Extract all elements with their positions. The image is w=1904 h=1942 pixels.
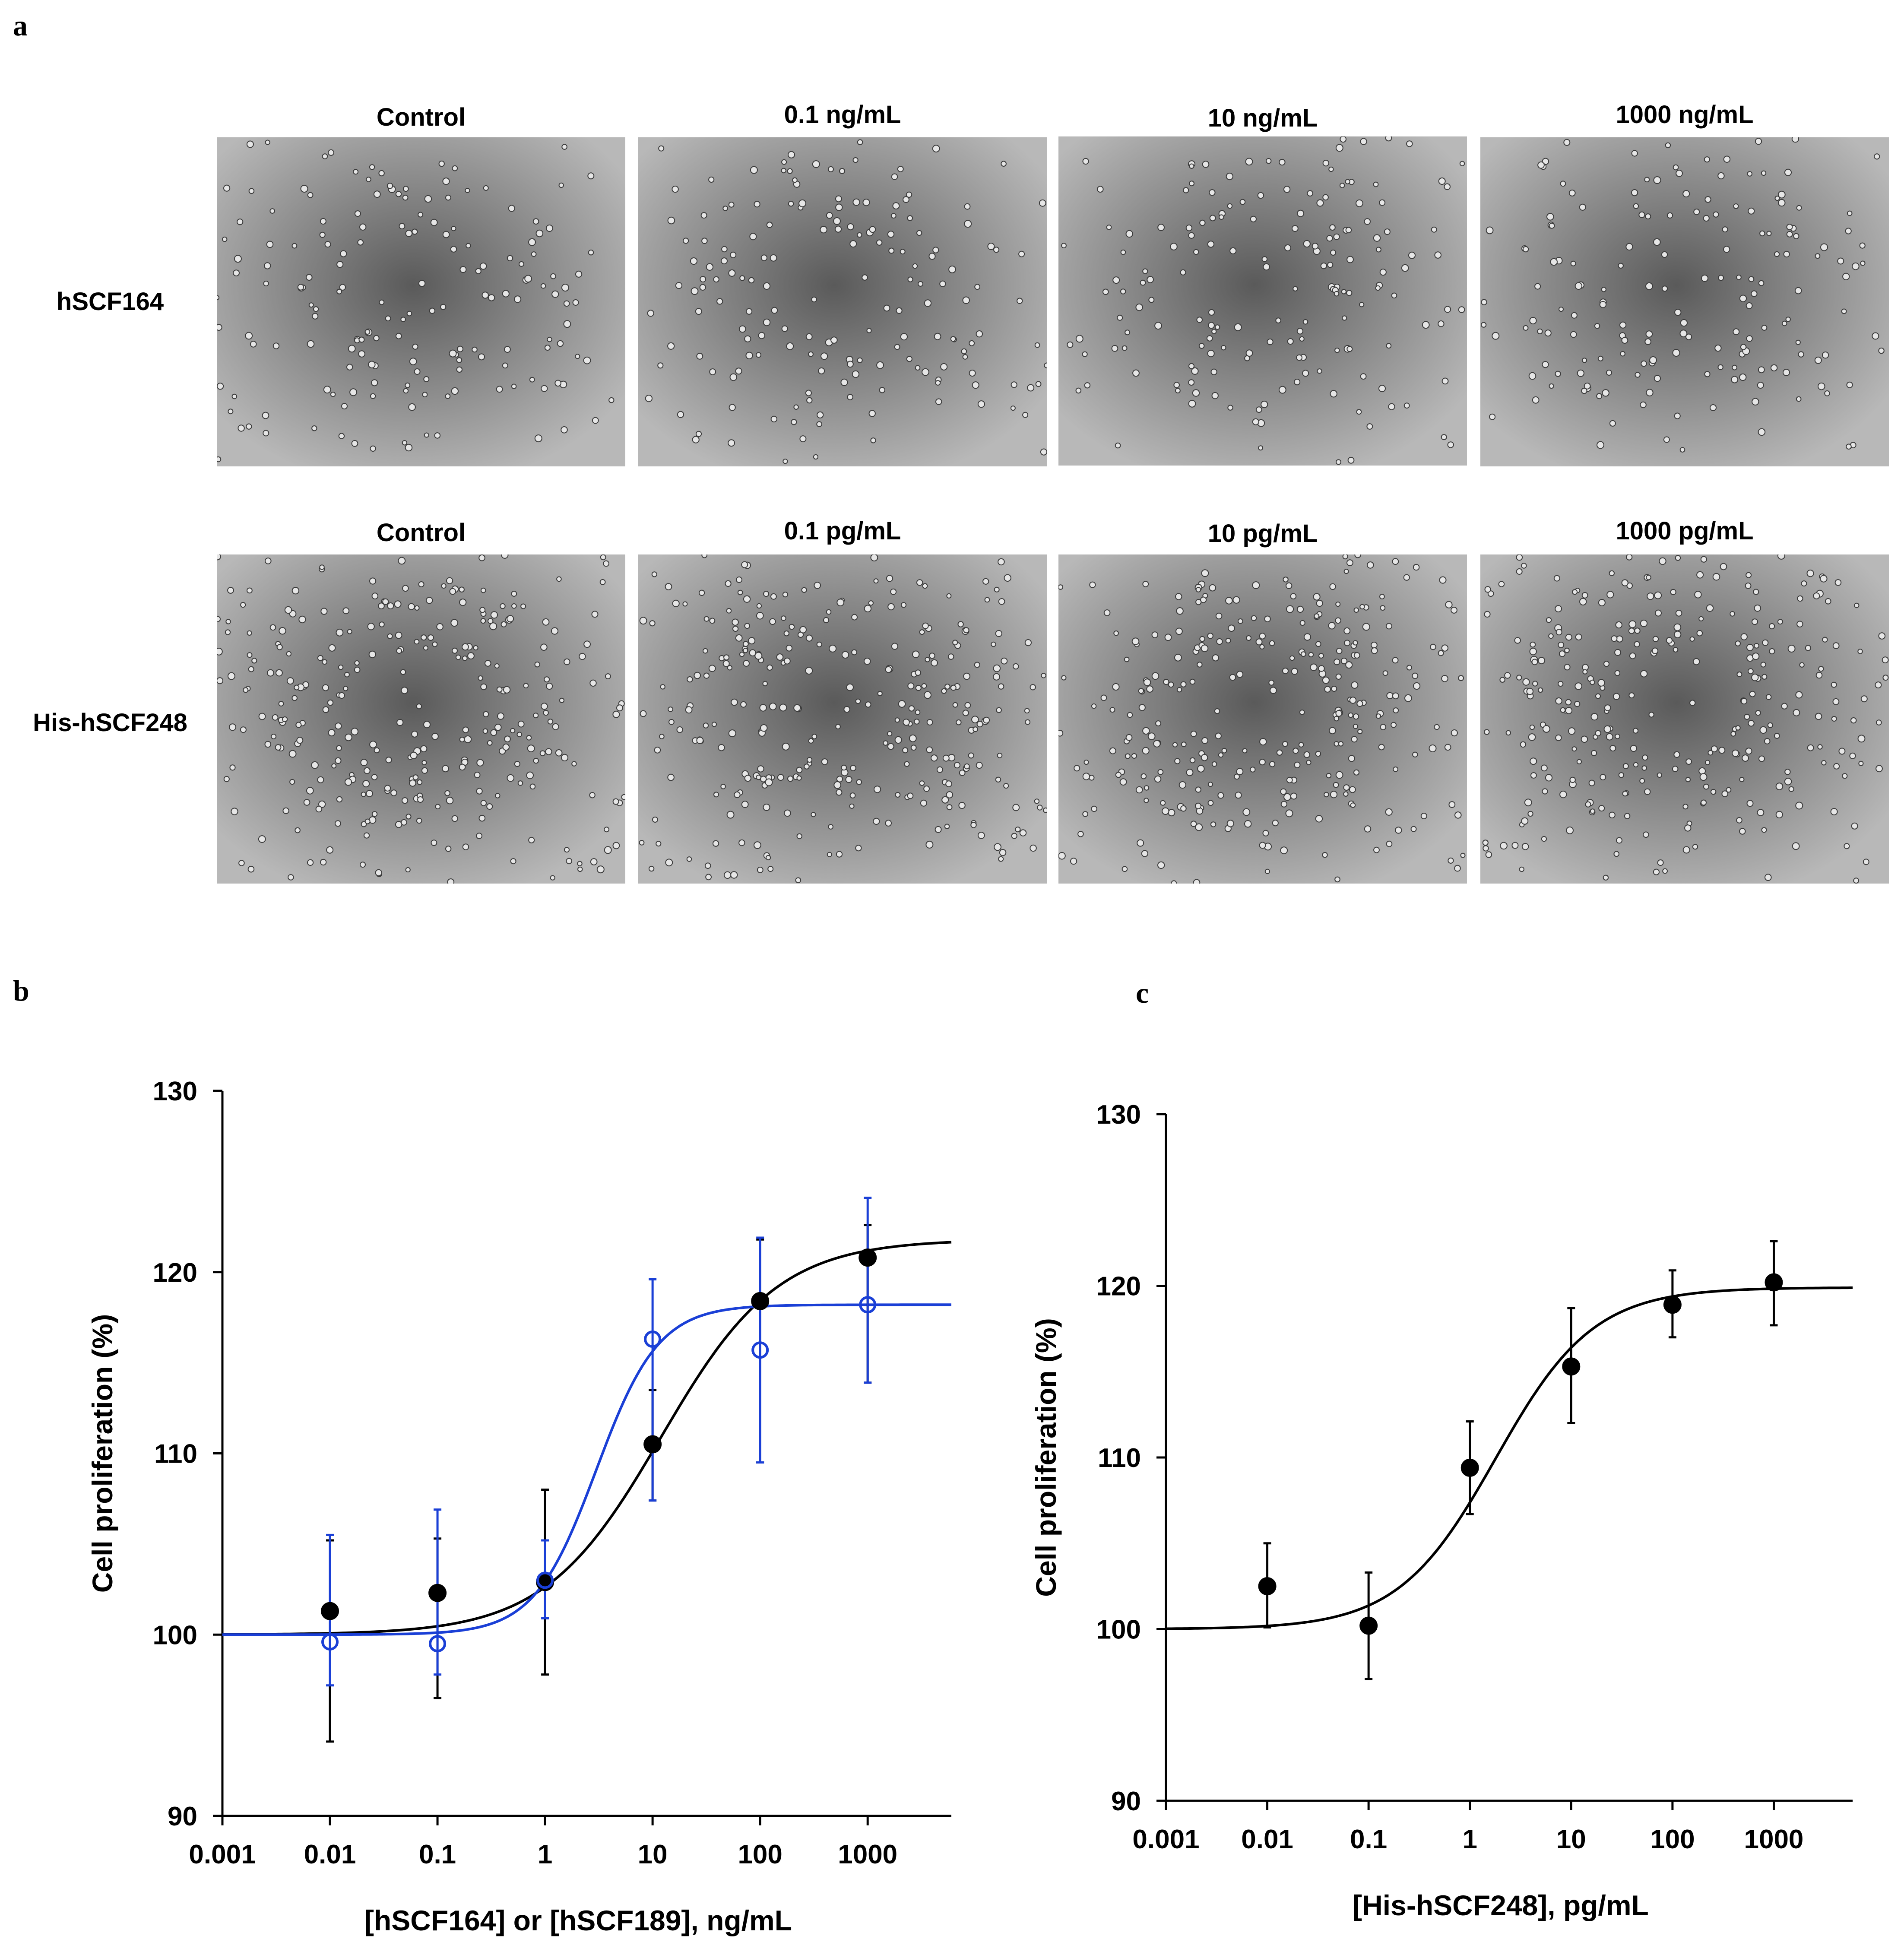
chart-b-xtick-label: 1: [538, 1840, 552, 1869]
chart-c-xtick-label: 1000: [1744, 1825, 1803, 1854]
micro-title-r2-c4: 1000 pg/mL: [1616, 517, 1754, 545]
chart-b-point-0: [428, 1584, 447, 1602]
chart-b-fit-curve-1: [222, 1303, 951, 1636]
chart-c-xtick-label: 100: [1650, 1825, 1695, 1854]
chart-b-xtick-label: 10: [638, 1840, 668, 1869]
chart-b-point-1: [536, 1571, 554, 1589]
chart-b-xtick-label: 0.001: [189, 1840, 256, 1869]
chart-b-ytick-label: 110: [154, 1439, 197, 1469]
panel-letter-a: a: [13, 9, 28, 42]
chart-c-point-0: [1663, 1296, 1682, 1314]
micro-title-r1-c4: 1000 ng/mL: [1616, 101, 1754, 129]
micro-title-r1-c1: Control: [376, 103, 466, 131]
chart-c-point-0: [1765, 1273, 1783, 1292]
chart-b-point-0: [536, 1573, 554, 1591]
micrograph-r2-c2: [638, 554, 1047, 884]
chart-b-point-1: [429, 1635, 447, 1653]
chart-c-xtick-label: 10: [1556, 1825, 1586, 1854]
chart-c-point-0: [1460, 1458, 1479, 1477]
chart-b-point-1: [751, 1341, 769, 1359]
chart-b-point-0: [643, 1435, 662, 1454]
chart-c-ytick-label: 110: [1098, 1443, 1141, 1473]
chart-b-ytick-label: 120: [153, 1258, 197, 1288]
panel-letter-b: b: [13, 974, 29, 1007]
chart-c-ytick-label: 130: [1096, 1100, 1141, 1130]
chart-b-ytick-label: 90: [168, 1802, 197, 1831]
chart-c-ytick-label: 90: [1111, 1787, 1141, 1816]
micro-title-r1-c3: 10 ng/mL: [1207, 104, 1318, 132]
micrograph-r2-c3: [1058, 554, 1467, 884]
chart-c-xtick-label: 0.01: [1241, 1825, 1293, 1854]
chart-b-point-0: [859, 1248, 877, 1267]
chart-b-point-0: [321, 1602, 339, 1620]
chart-c-fit-curve-0: [1166, 1286, 1853, 1630]
chart-b-xtick-label: 1000: [838, 1840, 897, 1869]
chart-b-point-1: [644, 1331, 662, 1348]
micrograph-r2-c1: [217, 554, 625, 884]
chart-c-point-0: [1562, 1357, 1581, 1376]
chart-b-fit-curve-0: [222, 1241, 952, 1636]
row-label-hscf164: hSCF164: [56, 288, 164, 316]
chart-b-xtick-label: 0.1: [419, 1840, 456, 1869]
chart-b-xtick-label: 0.01: [304, 1840, 356, 1869]
micrograph-r1-c2: [638, 137, 1047, 466]
micrograph-r1-c1: [217, 137, 625, 466]
chart-b-point-1: [859, 1296, 877, 1314]
micro-title-r2-c3: 10 pg/mL: [1207, 520, 1318, 548]
micro-title-r1-c2: 0.1 ng/mL: [784, 101, 901, 129]
chart-c-xtick-label: 0.1: [1350, 1825, 1387, 1854]
micro-title-r2-c2: 0.1 pg/mL: [784, 517, 901, 545]
micro-title-r2-c1: Control: [376, 519, 466, 547]
chart-b-ytick-label: 130: [153, 1077, 197, 1106]
micrograph-r2-c4: [1480, 554, 1889, 884]
micrograph-r1-c4: [1480, 137, 1889, 466]
chart-b-point-0: [751, 1292, 770, 1310]
micrograph-r1-c3: [1058, 136, 1467, 466]
chart-c-ytick-label: 120: [1096, 1272, 1141, 1302]
chart-c-point-0: [1359, 1616, 1378, 1635]
row-label-his-hscf248: His-hSCF248: [33, 709, 187, 737]
chart-b-xtick-label: 100: [738, 1840, 782, 1869]
chart-c-ytick-label: 100: [1096, 1615, 1141, 1645]
chart-b-ylabel: Cell proliferation (%): [86, 1314, 118, 1593]
chart-c-point-0: [1258, 1577, 1277, 1596]
chart-c-xtick-label: 1: [1462, 1825, 1477, 1854]
chart-c-ylabel: Cell proliferation (%): [1030, 1318, 1062, 1597]
chart-b-xlabel: [hSCF164] or [hSCF189], ng/mL: [364, 1904, 792, 1936]
chart-b-point-1: [321, 1633, 339, 1651]
chart-c-xlabel: [His-hSCF248], pg/mL: [1353, 1889, 1649, 1921]
chart-c-xtick-label: 0.001: [1132, 1825, 1199, 1854]
chart-b-ytick-label: 100: [153, 1620, 197, 1650]
panel-letter-c: c: [1136, 976, 1149, 1009]
